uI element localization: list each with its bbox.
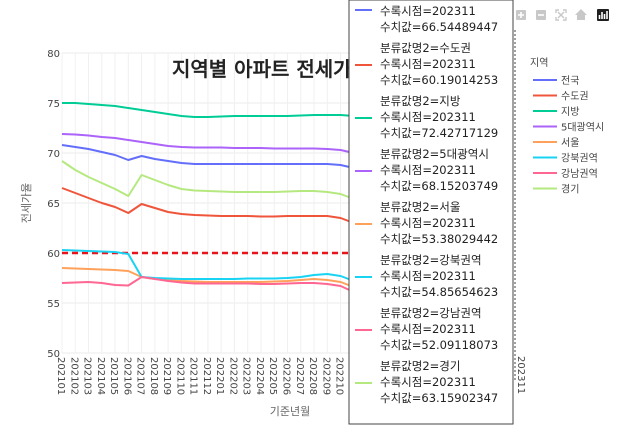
x-tick-label: 202110 <box>174 357 185 395</box>
legend-item[interactable]: 전국 <box>561 75 579 87</box>
tooltip-line: 분류값명2=수도권 <box>380 41 471 55</box>
tooltip-line: 수치값=52.09118073 <box>380 338 498 352</box>
y-tick-label: 55 <box>47 299 60 310</box>
x-tick-label: 202208 <box>307 357 318 395</box>
x-tick-label: 202101 <box>55 357 66 395</box>
grid <box>61 52 513 354</box>
x-tick-label: 202108 <box>148 357 159 395</box>
home-icon[interactable] <box>575 9 587 20</box>
tooltip-line: 수록시점=202311 <box>380 375 476 389</box>
y-axis-title: 전세가율 <box>20 183 33 223</box>
zoom-in-icon[interactable] <box>516 10 526 20</box>
x-tick-label: 202203 <box>241 357 252 395</box>
tooltip-box <box>348 0 514 425</box>
x-tick-label: 202210 <box>334 357 345 395</box>
legend-item[interactable]: 경기 <box>561 183 579 196</box>
x-tick-label: 202106 <box>121 357 132 395</box>
tooltip-line: 분류값명2=서울 <box>380 200 460 214</box>
tooltip-line: 수록시점=202311 <box>380 322 476 336</box>
tooltip-line: 수록시점=202311 <box>380 110 476 124</box>
tooltip-line: 분류값명2=경기 <box>380 359 460 373</box>
x-tick-label: 202105 <box>108 357 119 395</box>
x-tick-label: 202102 <box>68 357 79 395</box>
x-tick-label: 202206 <box>281 357 292 395</box>
tooltip-line: 분류값명2=강북권역 <box>380 253 482 267</box>
x-tick-label: 202112 <box>201 357 212 395</box>
tooltip-line: 수록시점=202311 <box>380 4 476 18</box>
chart-title: 지역별 아파트 전세가율 <box>172 57 370 81</box>
x-tick-label: 202107 <box>135 357 146 395</box>
tooltip-line: 수치값=53.38029442 <box>380 232 498 246</box>
tooltip-line: 분류값명2=강남권역 <box>380 306 482 320</box>
legend-item[interactable]: 지방 <box>561 106 579 118</box>
legend-item[interactable]: 강남권역 <box>561 168 598 180</box>
tooltip-line: 분류값명2=지방 <box>380 94 461 108</box>
y-tick-label: 75 <box>47 99 60 110</box>
tooltip-line: 수치값=54.85654623 <box>380 285 498 299</box>
tooltip-line: 수치값=72.42717129 <box>380 126 498 140</box>
modebar <box>516 9 609 21</box>
x-tick-label: 202202 <box>227 357 238 395</box>
tooltip-line: 수록시점=202311 <box>380 269 476 283</box>
tooltip-line: 수치값=66.54489447 <box>380 20 498 34</box>
tooltip-line: 수록시점=202311 <box>380 163 476 177</box>
hover-tooltip: 수록시점=202311수치값=66.54489447분류값명2=수도권수록시점=… <box>348 0 514 425</box>
y-tick-label: 70 <box>47 149 60 160</box>
tooltip-line: 수치값=63.15902347 <box>380 391 498 405</box>
legend-title: 지역 <box>530 57 548 69</box>
x-tick-label: 202109 <box>161 357 172 395</box>
y-tick-label: 65 <box>47 199 60 210</box>
tooltip-line: 분류값명2=5대광역시 <box>380 147 489 161</box>
y-axis: 50 55 60 65 70 75 80 <box>47 49 60 360</box>
legend-item[interactable]: 5대광역시 <box>561 122 604 134</box>
x-tick-label: 202201 <box>214 357 225 395</box>
x-tick-label-last: 202311 <box>515 356 526 394</box>
x-tick-label: 202207 <box>294 357 305 395</box>
x-tick-label: 202103 <box>82 357 93 395</box>
tooltip-line: 수치값=68.15203749 <box>380 179 498 193</box>
legend-item[interactable]: 강북권역 <box>561 153 598 165</box>
tooltip-line: 수치값=60.19014253 <box>380 73 498 87</box>
legend-item[interactable]: 서울 <box>561 137 579 149</box>
plotly-logo-icon[interactable] <box>597 9 609 21</box>
legend-item[interactable]: 수도권 <box>561 91 589 103</box>
zoom-out-icon[interactable] <box>536 10 546 20</box>
autoscale-icon[interactable] <box>555 9 567 21</box>
x-tick-label: 202204 <box>254 357 265 395</box>
tooltip-line: 수록시점=202311 <box>380 57 476 71</box>
x-axis: 202101 202102 202103 202104 202105 202106 2021… <box>55 357 345 395</box>
x-axis-title: 기준년월 <box>270 405 310 418</box>
y-tick-label: 50 <box>47 349 60 360</box>
x-tick-label: 202104 <box>95 357 106 395</box>
x-tick-label: 202209 <box>320 357 331 395</box>
y-tick-label: 60 <box>47 249 60 260</box>
x-tick-label: 202205 <box>267 357 278 395</box>
y-tick-label: 80 <box>47 49 60 60</box>
x-tick-label: 202111 <box>188 357 199 395</box>
tooltip-line: 수록시점=202311 <box>380 216 476 230</box>
